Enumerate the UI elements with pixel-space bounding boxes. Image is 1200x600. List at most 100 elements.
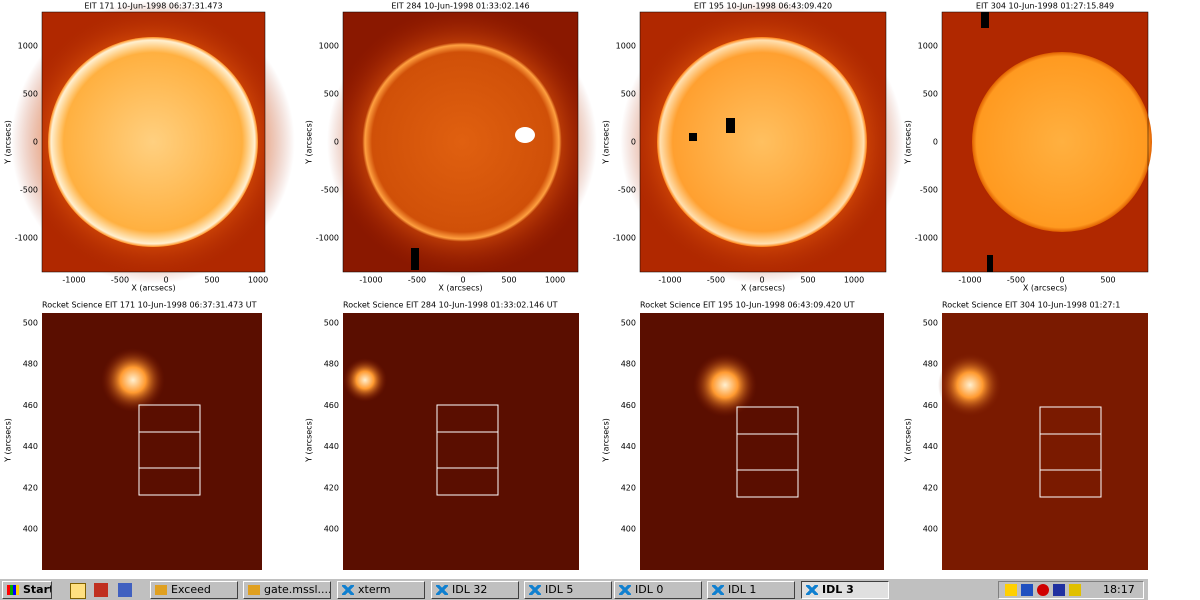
data-dropout [987, 255, 993, 272]
y-tick-label: 420 [923, 483, 938, 492]
x-tick-label: -1000 [359, 276, 382, 285]
panel-title: Rocket Science EIT 284 10-Jun-1998 01:33… [343, 301, 558, 310]
x-tick-label: 500 [800, 276, 815, 285]
y-tick-label: 500 [621, 319, 636, 328]
y-tick-label: 500 [923, 319, 938, 328]
tray-icon[interactable] [1069, 584, 1081, 596]
y-tick-label: 0 [631, 138, 636, 147]
quick-icon[interactable] [118, 583, 132, 597]
task-label: xterm [358, 583, 391, 596]
bright-point [343, 358, 387, 402]
task-button[interactable]: gate.mssl.... [243, 581, 331, 599]
y-tick-label: 440 [23, 442, 38, 451]
quick-icon[interactable] [70, 583, 86, 599]
panel-title: Rocket Science EIT 171 10-Jun-1998 06:37… [42, 301, 257, 310]
task-button[interactable]: IDL 3 [801, 581, 889, 599]
task-icon [806, 585, 818, 595]
idl-windows: EIT 171 10-Jun-1998 06:37:31.473 X (arcse… [4, 0, 1152, 570]
y-tick-label: 1000 [319, 42, 339, 51]
panel-title: EIT 284 10-Jun-1998 01:33:02.146 [391, 2, 529, 11]
task-button[interactable]: xterm [337, 581, 425, 599]
zoom-image-bg [42, 313, 262, 570]
tray-icon[interactable] [1005, 584, 1017, 596]
task-label: IDL 0 [635, 583, 664, 596]
quick-icon[interactable] [94, 583, 108, 597]
data-dropout [726, 118, 735, 133]
solar-disk [972, 52, 1152, 232]
slit-box [736, 406, 799, 498]
x-axis-label: X (arcsecs) [438, 284, 482, 293]
task-button[interactable]: IDL 0 [614, 581, 702, 599]
y-tick-label: 500 [923, 90, 938, 99]
task-icon [529, 585, 541, 595]
y-tick-label: 480 [923, 360, 938, 369]
y-tick-label: 420 [23, 483, 38, 492]
x-tick-label: -500 [408, 276, 426, 285]
y-tick-label: -500 [321, 186, 339, 195]
x-tick-label: -1000 [658, 276, 681, 285]
y-tick-label: -1000 [915, 234, 938, 243]
y-axis-label: Y (arcsecs) [4, 418, 13, 463]
start-button[interactable]: Start [2, 581, 52, 599]
y-tick-label: 0 [334, 138, 339, 147]
y-tick-label: 440 [923, 442, 938, 451]
y-tick-label: 1000 [616, 42, 636, 51]
y-tick-label: 400 [923, 525, 938, 534]
task-label: IDL 5 [545, 583, 574, 596]
x-tick-label: -500 [707, 276, 725, 285]
frame [342, 11, 579, 273]
y-tick-label: 500 [324, 90, 339, 99]
y-tick-label: 400 [23, 525, 38, 534]
x-tick-label: 0 [1059, 276, 1064, 285]
tray-icon[interactable] [1021, 584, 1033, 596]
y-axis-label: Y (arcsecs) [4, 120, 13, 165]
y-tick-label: 400 [324, 525, 339, 534]
task-icon [248, 585, 260, 595]
panel-title: EIT 195 10-Jun-1998 06:43:09.420 [694, 2, 832, 11]
task-icon [155, 585, 167, 595]
task-button[interactable]: IDL 1 [707, 581, 795, 599]
y-axis-label: Y (arcsecs) [305, 418, 314, 463]
y-tick-label: 480 [621, 360, 636, 369]
task-button[interactable]: Exceed [150, 581, 238, 599]
y-tick-label: 0 [933, 138, 938, 147]
zoom-image-bg [640, 313, 884, 570]
x-tick-label: 1000 [545, 276, 565, 285]
x-tick-label: -1000 [62, 276, 85, 285]
task-button[interactable]: IDL 5 [524, 581, 612, 599]
y-tick-label: 460 [923, 401, 938, 410]
y-tick-label: -1000 [613, 234, 636, 243]
task-button[interactable]: IDL 32 [431, 581, 519, 599]
y-tick-label: 440 [324, 442, 339, 451]
clock: 18:17 [1103, 583, 1135, 596]
frame [41, 11, 266, 273]
solar-disk [362, 42, 562, 242]
start-label: Start [23, 583, 52, 596]
frame [639, 11, 887, 273]
quick-launch [68, 583, 138, 599]
task-label: IDL 3 [822, 583, 854, 596]
panel-title: Rocket Science EIT 195 10-Jun-1998 06:43… [640, 301, 855, 310]
data-dropout [689, 133, 697, 141]
y-tick-label: 460 [621, 401, 636, 410]
y-tick-label: 480 [23, 360, 38, 369]
x-tick-label: 0 [460, 276, 465, 285]
y-tick-label: 500 [23, 319, 38, 328]
tray-icon[interactable] [1053, 584, 1065, 596]
y-axis-label: Y (arcsecs) [904, 418, 913, 463]
y-tick-label: 500 [324, 319, 339, 328]
x-tick-label: 1000 [844, 276, 864, 285]
y-axis-label: Y (arcsecs) [602, 120, 611, 165]
solar-disk [657, 37, 867, 247]
data-dropout [981, 12, 989, 28]
y-tick-label: 420 [324, 483, 339, 492]
y-tick-label: 1000 [18, 42, 38, 51]
y-tick-label: -1000 [316, 234, 339, 243]
task-label: Exceed [171, 583, 211, 596]
x-tick-label: 500 [204, 276, 219, 285]
bright-point [938, 353, 1002, 417]
slit-box [436, 404, 499, 496]
tray-icon[interactable] [1037, 584, 1049, 596]
data-dropout [411, 248, 419, 270]
task-icon [712, 585, 724, 595]
